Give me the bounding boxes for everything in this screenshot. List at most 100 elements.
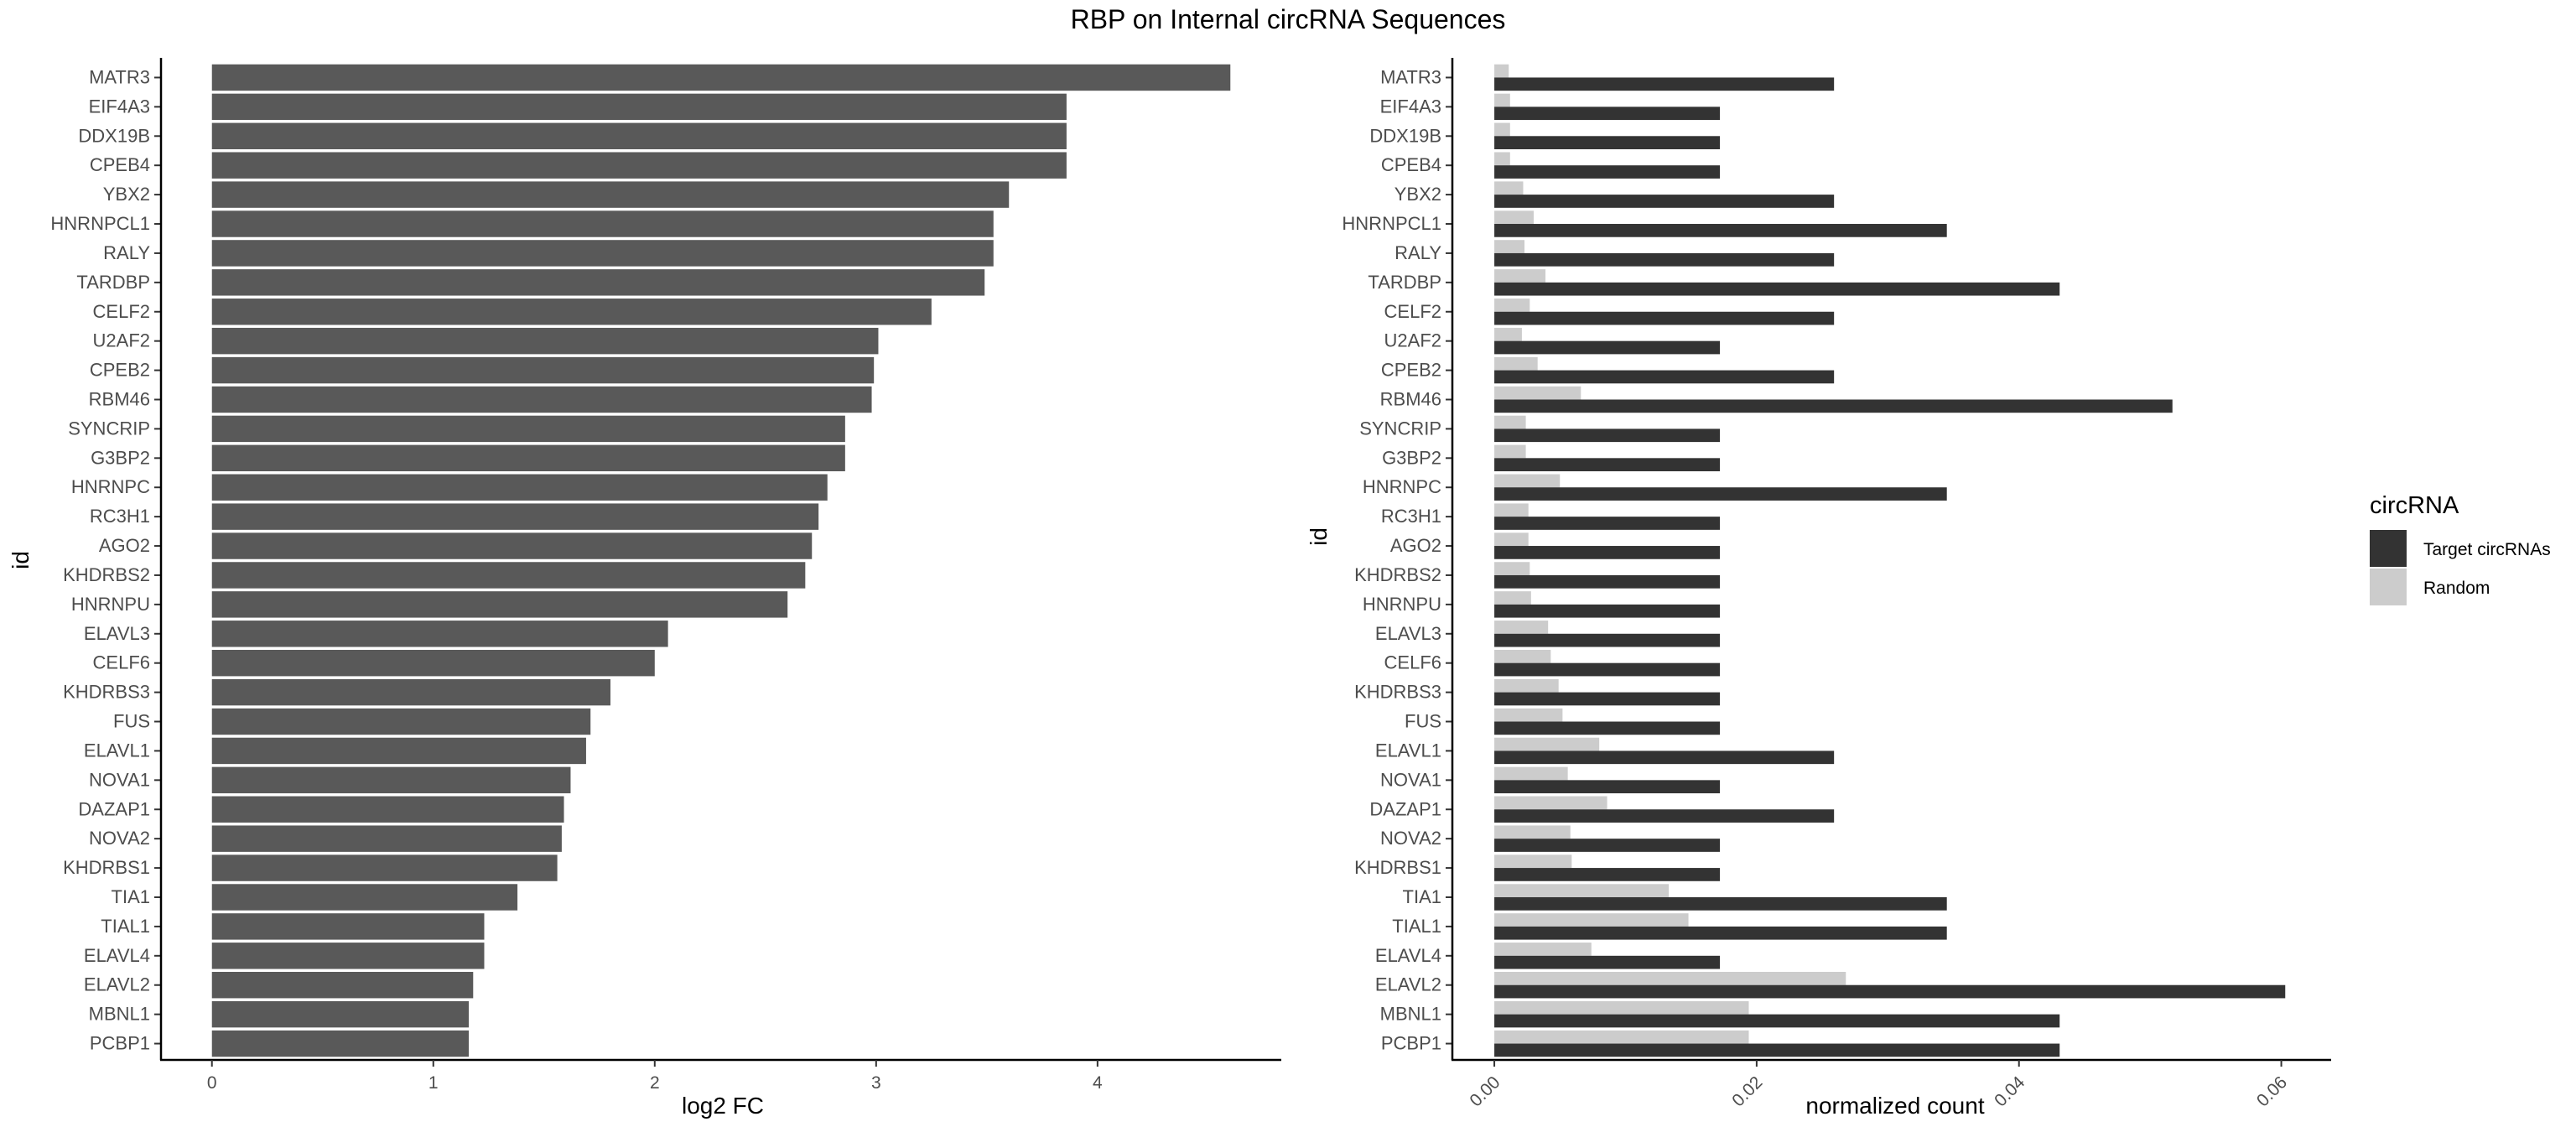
y-tick-label-tia1: TIA1 <box>1403 886 1441 907</box>
y-tick-label-nova2: NOVA2 <box>89 828 150 849</box>
bar-log2fc-syncrip <box>211 415 845 443</box>
bar-target-hnrnpcl1 <box>1494 224 1947 237</box>
bar-log2fc-celf2 <box>211 299 932 325</box>
y-tick-label-rc3h1: RC3H1 <box>90 506 150 527</box>
bar-log2fc-khdrbs3 <box>211 678 610 706</box>
bar-random-eif4a3 <box>1494 93 1510 107</box>
bar-target-pcbp1 <box>1494 1043 2060 1057</box>
legend: circRNA Target circRNAs Random <box>2370 492 2551 605</box>
bar-target-elavl3 <box>1494 633 1721 647</box>
bar-target-raly <box>1494 252 1835 267</box>
bar-target-g3bp2 <box>1494 458 1721 472</box>
bar-log2fc-elavl1 <box>211 737 586 765</box>
y-tick-label-elavl2: ELAVL2 <box>1375 974 1441 995</box>
x-tick-label: 0.06 <box>2253 1072 2291 1110</box>
bar-target-elavl2 <box>1494 984 2286 999</box>
y-tick-label-hnrnpu: HNRNPU <box>1363 594 1441 615</box>
bar-log2fc-tardbp <box>211 269 985 296</box>
bar-target-tardbp <box>1494 282 2060 296</box>
y-tick-label-hnrnpc: HNRNPC <box>71 476 150 497</box>
bar-log2fc-ddx19b <box>211 122 1067 149</box>
legend-label-random: Random <box>2423 579 2490 598</box>
bar-random-nova1 <box>1494 766 1568 781</box>
bar-log2fc-elavl4 <box>211 943 485 969</box>
bar-target-elavl1 <box>1494 750 1835 765</box>
y-tick-label-pcbp1: PCBP1 <box>90 1033 150 1054</box>
y-tick-label-rbm46: RBM46 <box>89 388 150 409</box>
y-tick-label-cpeb2: CPEB2 <box>1381 360 1441 381</box>
y-tick-label-elavl1: ELAVL1 <box>84 740 150 761</box>
y-tick-label-tial1: TIAL1 <box>101 916 150 937</box>
bar-log2fc-cpeb2 <box>211 356 875 384</box>
bar-random-khdrbs3 <box>1494 678 1559 693</box>
bar-target-elavl4 <box>1494 955 1721 969</box>
bar-target-khdrbs2 <box>1494 574 1721 589</box>
bar-log2fc-matr3 <box>211 64 1231 91</box>
bar-random-ybx2 <box>1494 181 1524 195</box>
bar-target-eif4a3 <box>1494 106 1721 121</box>
bar-log2fc-khdrbs2 <box>211 562 806 589</box>
y-tick-label-celf2: CELF2 <box>1384 301 1441 322</box>
bar-log2fc-u2af2 <box>211 327 879 355</box>
bar-log2fc-nova1 <box>211 766 571 794</box>
bar-target-cpeb4 <box>1494 165 1721 179</box>
bar-random-g3bp2 <box>1494 444 1526 459</box>
y-tick-label-rc3h1: RC3H1 <box>1381 506 1441 527</box>
y-tick-label-tardbp: TARDBP <box>1368 272 1441 293</box>
bar-random-celf6 <box>1494 649 1551 663</box>
y-tick-label-ybx2: YBX2 <box>103 184 150 205</box>
bar-log2fc-raly <box>211 240 994 267</box>
bar-random-hnrnpcl1 <box>1494 210 1534 225</box>
x-tick-label: 0.00 <box>1466 1072 1504 1110</box>
y-tick-label-khdrbs2: KHDRBS2 <box>63 564 150 585</box>
y-tick-label-ddx19b: DDX19B <box>78 125 150 146</box>
y-tick-label-tia1: TIA1 <box>112 886 150 907</box>
bar-random-elavl2 <box>1494 972 1846 985</box>
bar-target-mbnl1 <box>1494 1014 2060 1028</box>
bar-random-khdrbs2 <box>1494 562 1530 575</box>
bar-target-ybx2 <box>1494 195 1835 208</box>
bar-random-matr3 <box>1494 64 1509 78</box>
y-tick-label-khdrbs1: KHDRBS1 <box>63 857 150 878</box>
y-tick-label-elavl3: ELAVL3 <box>84 623 150 644</box>
y-tick-label-ago2: AGO2 <box>1390 535 1441 556</box>
bar-random-syncrip <box>1494 415 1526 429</box>
bar-random-tial1 <box>1494 913 1689 927</box>
y-tick-label-elavl1: ELAVL1 <box>1375 740 1441 761</box>
y-tick-label-dazap1: DAZAP1 <box>1369 798 1441 819</box>
y-tick-label-celf6: CELF6 <box>93 652 150 673</box>
y-tick-label-celf2: CELF2 <box>93 301 150 322</box>
bar-target-celf6 <box>1494 662 1721 677</box>
bar-random-ago2 <box>1494 532 1529 547</box>
y-tick-label-ybx2: YBX2 <box>1394 184 1441 205</box>
y-tick-label-fus: FUS <box>113 711 150 732</box>
normalized-count-panel: id normalized count MATR3 EIF4A3 DDX19B CPE… <box>1306 58 2331 1119</box>
y-tick-label-u2af2: U2AF2 <box>93 330 150 351</box>
bar-target-ddx19b <box>1494 136 1721 149</box>
x-tick-label: 2 <box>650 1073 660 1093</box>
legend-label-target-circrnas: Target circRNAs <box>2423 540 2551 559</box>
bar-log2fc-rbm46 <box>211 386 872 413</box>
y-tick-label-hnrnpc: HNRNPC <box>1363 476 1441 497</box>
bar-random-u2af2 <box>1494 327 1522 341</box>
bar-random-tia1 <box>1494 884 1670 897</box>
bar-log2fc-tial1 <box>211 913 485 940</box>
bar-log2fc-rc3h1 <box>211 503 819 530</box>
bar-target-khdrbs1 <box>1494 868 1721 881</box>
bar-random-raly <box>1494 240 1525 253</box>
y-tick-label-raly: RALY <box>1394 242 1441 263</box>
x-tick-label: 0.04 <box>1991 1072 2028 1110</box>
bar-target-matr3 <box>1494 77 1835 91</box>
y-tick-label-nova1: NOVA1 <box>1380 769 1441 790</box>
bar-log2fc-mbnl1 <box>211 1000 470 1028</box>
bar-target-ago2 <box>1494 546 1721 559</box>
y-tick-label-mbnl1: MBNL1 <box>1380 1004 1441 1025</box>
y-tick-label-cpeb4: CPEB4 <box>1381 154 1441 175</box>
bar-target-rbm46 <box>1494 399 2173 413</box>
x-tick-label: 1 <box>428 1073 439 1093</box>
bar-random-rbm46 <box>1494 386 1581 400</box>
bar-target-khdrbs3 <box>1494 692 1721 706</box>
y-tick-label-nova2: NOVA2 <box>1380 828 1441 849</box>
y-tick-label-u2af2: U2AF2 <box>1384 330 1441 351</box>
y-tick-label-rbm46: RBM46 <box>1380 388 1441 409</box>
